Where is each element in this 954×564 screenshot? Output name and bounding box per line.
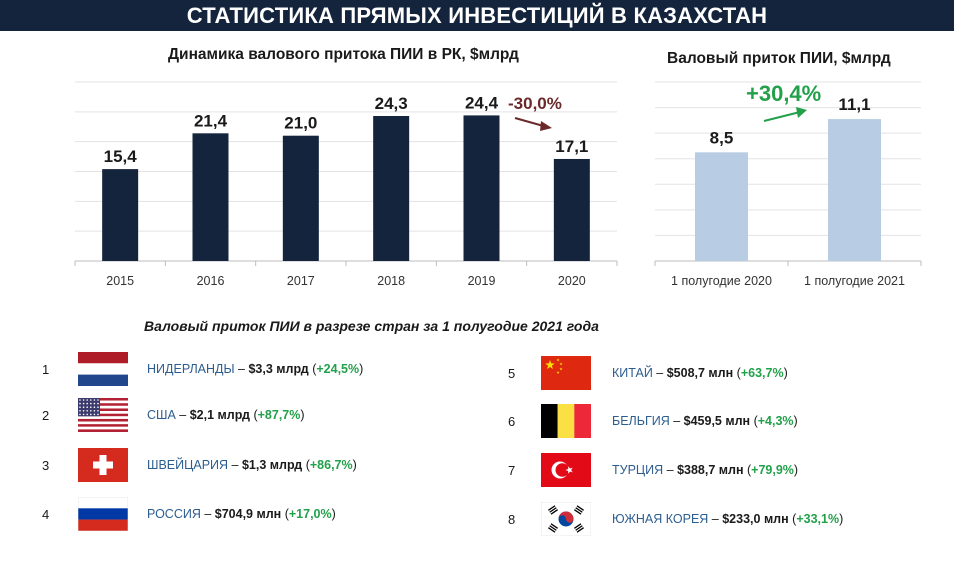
country-info: ЮЖНАЯ КОРЕЯ – $233,0 млн (+33,1%) <box>612 512 844 526</box>
netherlands-flag-icon <box>78 352 128 386</box>
main-value-label: 24,4 <box>465 93 499 112</box>
country-value: $1,3 млрд <box>241 458 303 472</box>
country-row: 7 ТУРЦИЯ – $388,7 млн (+79,9%) <box>508 453 798 487</box>
country-growth: +87,7% <box>257 408 301 422</box>
belgium-flag-icon <box>541 404 591 438</box>
country-info: ТУРЦИЯ – $388,7 млн (+79,9%) <box>612 463 799 477</box>
countries-section-title: Валовый приток ПИИ в разрезе стран за 1 … <box>144 318 599 334</box>
charts-canvas: 15,4 2015 21,4 2016 21,0 2017 24,3 2018 24,4 2019… <box>74 81 922 288</box>
country-name: НИДЕРЛАНДЫ <box>147 362 235 376</box>
china-flag-icon <box>541 356 591 390</box>
left-chart-title: Динамика валового притока ПИИ в РК, $млр… <box>168 46 519 63</box>
switzerland-flag-icon <box>78 448 128 482</box>
half-change-label: +30,4% <box>746 81 821 106</box>
main-bar-2016 <box>192 133 229 261</box>
main-bar-2019 <box>463 115 500 261</box>
half-bar-1 полугодие 2021 <box>828 119 881 261</box>
half-category-label: 1 полугодие 2021 <box>804 274 905 288</box>
country-row: 1 НИДЕРЛАНДЫ – $3,3 млрд (+24,5%) <box>42 352 363 386</box>
country-value: $3,3 млрд <box>248 362 309 376</box>
country-rank: 1 <box>42 361 50 377</box>
half-category-label: 1 полугодие 2020 <box>671 274 772 288</box>
country-row: 3 ШВЕЙЦАРИЯ – $1,3 млрд (+86,7%) <box>42 448 357 482</box>
country-name: КИТАЙ <box>612 366 653 380</box>
half-bar-1 полугодие 2020 <box>695 152 748 261</box>
country-row: 2 США – $2,1 млрд (+87,7%) <box>42 398 305 432</box>
country-name: ЮЖНАЯ КОРЕЯ <box>612 512 709 526</box>
country-row: 5 КИТАЙ – $508,7 млн (+63,7%) <box>508 356 788 390</box>
main-bar-2020 <box>553 158 590 261</box>
country-row: 4 РОССИЯ – $704,9 млн (+17,0%) <box>42 497 336 531</box>
country-value: $508,7 млн <box>666 366 734 380</box>
country-row: 8 ЮЖНАЯ КОРЕЯ – $233,0 млн (+33,1%) <box>508 502 843 536</box>
main-value-label: 15,4 <box>104 147 138 166</box>
usa-flag-icon <box>78 398 128 432</box>
country-growth: +79,9% <box>751 463 794 477</box>
country-rank: 6 <box>508 413 516 429</box>
country-growth: +86,7% <box>309 458 353 472</box>
country-rank: 3 <box>42 457 50 473</box>
country-name: США <box>147 408 176 422</box>
main-category-label: 2017 <box>287 274 315 288</box>
arrow-down-right-head-icon <box>540 121 552 131</box>
arrow-up-right-head-icon <box>796 107 807 118</box>
main-value-label: 21,0 <box>284 114 317 133</box>
half-value-label: 8,5 <box>710 128 734 147</box>
country-name: ТУРЦИЯ <box>612 463 664 477</box>
country-rank: 2 <box>42 407 50 423</box>
main-category-label: 2015 <box>106 274 134 288</box>
main-bar-2015 <box>102 169 139 261</box>
country-rank: 5 <box>508 365 516 381</box>
south-korea-flag-icon <box>541 502 591 536</box>
page-title: СТАТИСТИКА ПРЯМЫХ ИНВЕСТИЦИЙ В КАЗАХСТАН <box>0 0 954 31</box>
country-growth: +17,0% <box>288 507 332 521</box>
country-rank: 8 <box>508 511 516 527</box>
main-bar-2018 <box>373 116 410 261</box>
arrow-up-right-icon <box>763 111 801 122</box>
turkey-flag-icon <box>541 453 591 487</box>
main-category-label: 2016 <box>197 274 225 288</box>
country-growth: +33,1% <box>796 512 840 526</box>
country-rank: 7 <box>508 462 516 478</box>
main-change-label: -30,0% <box>508 94 562 113</box>
half-value-label: 11,1 <box>838 95 870 114</box>
main-category-label: 2018 <box>377 274 405 288</box>
country-value: $2,1 млрд <box>189 408 250 422</box>
main-bar-2017 <box>282 135 319 261</box>
country-row: 6 БЕЛЬГИЯ – $459,5 млн (+4,3%) <box>508 404 798 438</box>
country-growth: +4,3% <box>757 414 794 428</box>
country-value: $388,7 млн <box>677 463 744 477</box>
country-info: США – $2,1 млрд (+87,7%) <box>147 408 305 422</box>
country-info: РОССИЯ – $704,9 млн (+17,0%) <box>147 507 336 521</box>
country-name: ШВЕЙЦАРИЯ <box>147 458 229 472</box>
country-value: $459,5 млн <box>683 414 751 428</box>
country-info: ШВЕЙЦАРИЯ – $1,3 млрд (+86,7%) <box>147 458 357 472</box>
country-name: БЕЛЬГИЯ <box>612 414 670 428</box>
country-info: КИТАЙ – $508,7 млн (+63,7%) <box>612 366 788 380</box>
country-growth: +63,7% <box>740 366 784 380</box>
main-category-label: 2020 <box>558 274 586 288</box>
main-value-label: 17,1 <box>555 137 588 156</box>
country-growth: +24,5% <box>316 362 360 376</box>
country-info: НИДЕРЛАНДЫ – $3,3 млрд (+24,5%) <box>147 362 364 376</box>
main-value-label: 21,4 <box>194 111 228 130</box>
country-value: $704,9 млн <box>214 507 282 521</box>
main-value-label: 24,3 <box>375 94 408 113</box>
main-category-label: 2019 <box>468 274 496 288</box>
country-rank: 4 <box>42 506 50 522</box>
russia-flag-icon <box>78 497 128 531</box>
country-value: $233,0 млн <box>722 512 789 526</box>
right-chart-title: Валовый приток ПИИ, $млрд <box>667 50 891 67</box>
country-name: РОССИЯ <box>147 507 201 521</box>
country-info: БЕЛЬГИЯ – $459,5 млн (+4,3%) <box>612 414 798 428</box>
